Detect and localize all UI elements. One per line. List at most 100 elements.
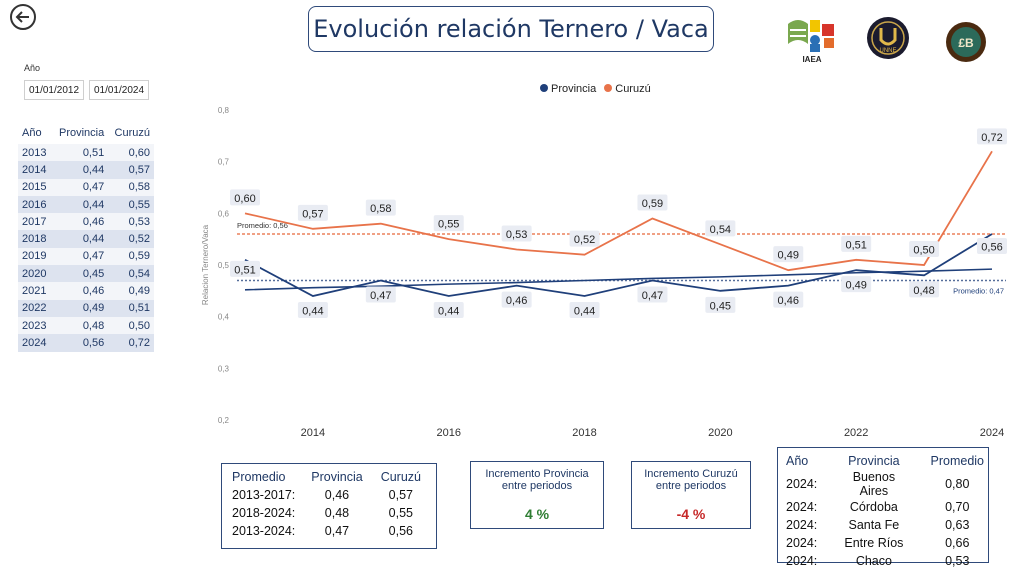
cell-year: 2022	[18, 299, 53, 317]
provincias-cell: 0,63	[945, 518, 970, 532]
arrow-left-icon	[15, 11, 29, 23]
cell-provincia: 0,47	[52, 247, 109, 266]
provincias-cell: 2024:	[786, 554, 818, 568]
provincias-row: 2024: Chaco 0,53	[782, 552, 988, 570]
y-tick-label: 0,4	[218, 313, 230, 322]
data-label-bg	[297, 204, 328, 221]
table-row: 2016 0,44 0,55	[18, 195, 154, 214]
table-row: 2019 0,47 0,59	[18, 247, 154, 266]
cell-provincia: 0,56	[52, 334, 109, 352]
chart-legend: Provincia Curuzú	[540, 83, 651, 95]
data-label-curuzu: 0,58	[370, 203, 391, 215]
page-title: Evolución relación Ternero / Vaca	[308, 6, 714, 52]
cell-year: 2015	[18, 178, 53, 196]
cell-provincia: 0,45	[52, 265, 109, 283]
cell-provincia: 0,46	[52, 213, 109, 231]
data-label-curuzu: 0,55	[438, 219, 459, 231]
promedio-row: 2013-2017: 0,46 0,57	[228, 486, 425, 504]
x-tick-label: 2020	[708, 427, 732, 439]
trend-line-provincia	[244, 268, 993, 291]
data-label-provincia: 0,46	[506, 295, 527, 307]
year-filter-label: Año	[24, 63, 41, 73]
cell-curuzu: 0,49	[108, 282, 154, 300]
data-label-bg	[909, 281, 940, 298]
promedio-row: 2013-2024: 0,47 0,56	[228, 522, 425, 540]
promedio-cell: 0,48	[324, 506, 350, 520]
cell-year: 2021	[18, 282, 53, 300]
promedio-panel: Promedio Provincia Curuzú 2013-2017: 0,46…	[221, 463, 437, 549]
data-label-bg	[841, 276, 872, 293]
cell-year: 2020	[18, 265, 53, 283]
data-label-bg	[569, 302, 600, 318]
provincias-row: 2024: Santa Fe 0,63	[782, 516, 988, 534]
cell-year: 2016	[18, 195, 53, 214]
promedio-curuzu-header: Curuzú	[380, 470, 421, 484]
kpi-provincia-card: Incremento Provincia entre periodos 4 %	[470, 461, 604, 529]
cell-year: 2018	[18, 230, 53, 248]
iaea-logo-text: IAEA	[802, 55, 821, 64]
provincias-cell: Chaco	[855, 554, 892, 568]
data-label-provincia: 0,49	[845, 280, 866, 292]
cell-curuzu: 0,51	[108, 299, 154, 317]
legend-provincia-label: Provincia	[551, 83, 597, 95]
data-label-curuzu: 0,51	[845, 239, 866, 251]
kpi-provincia-label-1: Incremento Provincia	[485, 468, 589, 480]
y-tick-label: 0,6	[218, 209, 230, 218]
cell-year: 2024	[18, 334, 53, 352]
promedio-cell: 0,55	[388, 506, 413, 520]
data-label-bg	[637, 286, 668, 303]
data-label-bg	[433, 215, 464, 232]
data-label-bg	[501, 291, 532, 308]
table-row: 2013 0,51 0,60	[18, 144, 154, 162]
promedio-row: 2018-2024: 0,48 0,55	[228, 504, 425, 522]
year-table: Año Provincia Curuzú 2013 0,51 0,60 2014 0,4…	[18, 122, 154, 352]
data-label-bg	[230, 189, 260, 206]
year-table-body: 2013 0,51 0,60 2014 0,44 0,57 2015 0,47 0,58 2016…	[18, 144, 154, 352]
cell-provincia: 0,44	[52, 230, 109, 248]
provincias-cell: 0,80	[945, 477, 970, 491]
average-label-provincia: Promedio: 0,47	[953, 287, 1004, 296]
cell-provincia: 0,48	[52, 316, 109, 335]
data-label-provincia: 0,51	[234, 264, 255, 276]
data-label-curuzu: 0,72	[981, 132, 1002, 144]
data-label-curuzu: 0,57	[302, 208, 323, 220]
provincias-cell: Santa Fe	[848, 518, 900, 532]
data-label-curuzu: 0,49	[778, 250, 799, 262]
provincias-panel: Año Provincia Promedio 2024: Buenos Aires…	[777, 447, 989, 568]
data-label-bg	[297, 302, 328, 318]
legend-curuzu-label: Curuzú	[615, 83, 651, 95]
kpi-curuzu-label-2: entre periodos	[655, 480, 727, 492]
data-label-curuzu: 0,52	[574, 234, 595, 246]
table-row: 2014 0,44 0,57	[18, 161, 154, 179]
cell-curuzu: 0,58	[108, 178, 154, 196]
x-tick-label: 2018	[572, 427, 596, 439]
data-label-bg	[705, 296, 736, 313]
back-button[interactable]	[10, 4, 36, 30]
provincias-cell: 0,53	[945, 554, 970, 568]
provincias-row: 2024: Córdoba 0,70	[782, 498, 988, 516]
legend-curuzu[interactable]: Curuzú	[604, 83, 651, 95]
end-date-input[interactable]: 01/01/2024	[89, 80, 149, 100]
x-tick-label: 2022	[844, 427, 868, 439]
cell-year: 2019	[18, 247, 53, 266]
unne-logo-text: UNNE	[879, 48, 896, 54]
provincias-row: 2024: Entre Ríos 0,66	[782, 534, 988, 552]
legend-provincia-dot	[540, 84, 548, 92]
promedio-table: Promedio Provincia Curuzú 2013-2017: 0,46…	[228, 468, 425, 540]
data-label-bg	[433, 302, 464, 318]
promedio-cell: 2013-2024:	[232, 524, 296, 538]
start-date-input[interactable]: 01/01/2012	[24, 80, 84, 100]
cell-year: 2017	[18, 213, 53, 231]
data-label-bg	[773, 246, 804, 263]
data-label-provincia: 0,47	[642, 290, 663, 302]
cell-curuzu: 0,60	[108, 144, 154, 162]
table-row: 2022 0,49 0,51	[18, 299, 154, 317]
table-row: 2020 0,45 0,54	[18, 265, 154, 283]
promedio-cell: 0,47	[324, 524, 350, 538]
promedio-cell: 0,57	[388, 488, 413, 502]
y-tick-label: 0,7	[218, 158, 230, 167]
legend-provincia[interactable]: Provincia	[540, 83, 596, 95]
provincias-cell: 2024:	[786, 500, 818, 514]
iaea-logo: IAEA	[784, 14, 840, 66]
cell-curuzu: 0,59	[108, 247, 154, 266]
